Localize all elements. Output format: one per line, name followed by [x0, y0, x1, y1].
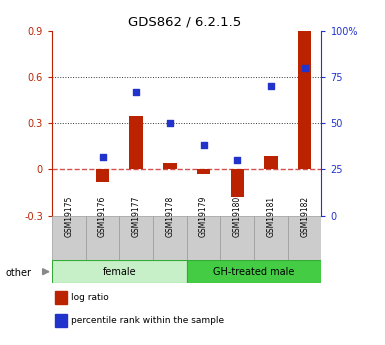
- Bar: [288, 216, 321, 260]
- Text: GSM19182: GSM19182: [300, 196, 309, 237]
- Bar: [231, 169, 244, 197]
- Text: GSM19177: GSM19177: [132, 196, 141, 237]
- Bar: [119, 216, 153, 260]
- Bar: [129, 116, 143, 169]
- Point: [133, 89, 139, 95]
- Bar: [55, 314, 67, 327]
- Bar: [197, 169, 210, 174]
- Text: percentile rank within the sample: percentile rank within the sample: [71, 316, 224, 325]
- Bar: [52, 260, 187, 283]
- Bar: [254, 216, 288, 260]
- Text: GSM19176: GSM19176: [98, 196, 107, 237]
- Point: [201, 143, 207, 148]
- Bar: [96, 169, 109, 182]
- Bar: [163, 163, 177, 169]
- Text: GSM19180: GSM19180: [233, 196, 242, 237]
- Text: GH-treated male: GH-treated male: [213, 267, 295, 277]
- Text: log ratio: log ratio: [71, 293, 109, 302]
- Bar: [55, 291, 67, 304]
- Bar: [187, 260, 321, 283]
- Text: GSM19179: GSM19179: [199, 196, 208, 237]
- Text: GSM19175: GSM19175: [64, 196, 73, 237]
- Bar: [187, 216, 220, 260]
- Point: [301, 65, 308, 71]
- Text: GDS862 / 6.2.1.5: GDS862 / 6.2.1.5: [128, 16, 241, 29]
- Point: [268, 84, 274, 89]
- Point: [234, 157, 240, 163]
- Bar: [264, 156, 278, 169]
- Bar: [153, 216, 187, 260]
- Text: GSM19181: GSM19181: [266, 196, 275, 237]
- Point: [167, 121, 173, 126]
- Bar: [85, 216, 119, 260]
- Text: other: other: [6, 268, 32, 278]
- Bar: [298, 31, 311, 169]
- Point: [99, 154, 105, 159]
- Text: female: female: [102, 267, 136, 277]
- Bar: [220, 216, 254, 260]
- Bar: [52, 216, 85, 260]
- Text: GSM19178: GSM19178: [166, 196, 174, 237]
